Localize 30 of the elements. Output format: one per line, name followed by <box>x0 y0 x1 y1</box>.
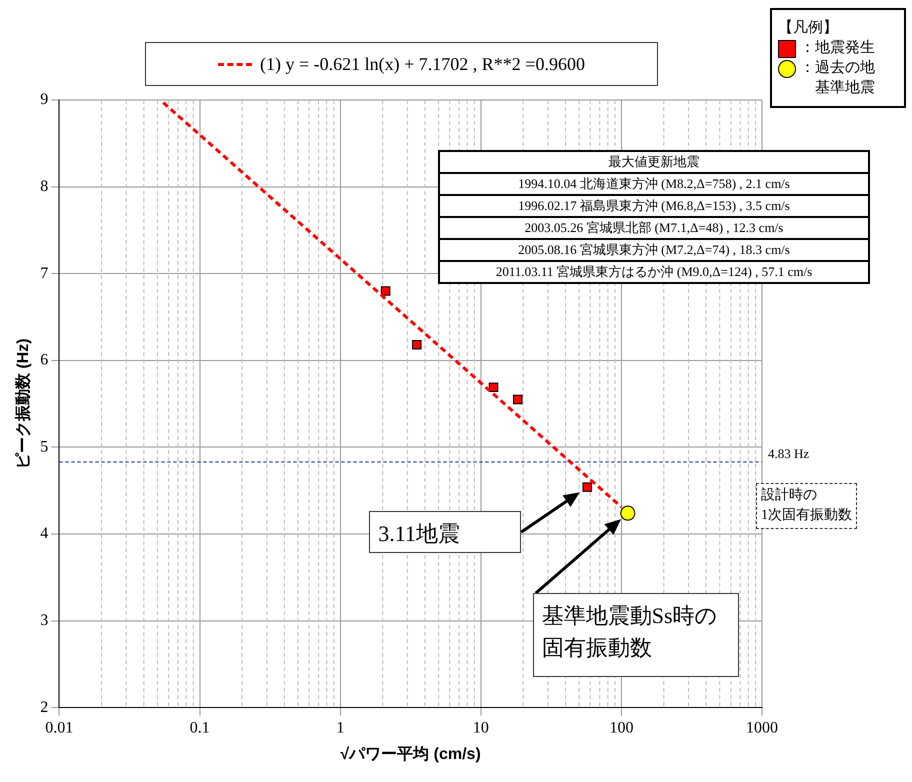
y-tick-label: 3 <box>40 612 48 630</box>
y-tick-label: 9 <box>40 91 48 108</box>
annotation: 基準地震動Ss時の固有振動数 <box>532 593 739 678</box>
y-axis-title: ピーク振動数 (Hz) <box>14 338 32 470</box>
annotation: 1996.02.17 福島県東方沖 (M6.8,Δ=153) , 3.5 cm/s <box>439 195 869 217</box>
legend-label: ：地震発生 <box>800 38 875 58</box>
y-tick-label: 8 <box>40 178 48 196</box>
annotation: 設計時の 1次固有振動数 <box>756 483 857 529</box>
annotation: 2005.08.16 宮城県東方沖 (M7.2,Δ=74) , 18.3 cm/s <box>439 239 869 261</box>
legend-label: (1) y = -0.621 ln(x) + 7.1702 , R**2 =0.9600 <box>260 54 585 74</box>
y-tick-label: 4 <box>40 525 48 542</box>
annotation: 2011.03.11 宮城県東方はるか沖 (M9.0,Δ=124) , 57.1 cm/s <box>439 261 869 283</box>
y-tick-label: 7 <box>40 264 48 282</box>
x-tick-label: 1000 <box>746 719 778 736</box>
annotation: 1994.10.04 北海道東方沖 (M8.2,Δ=758) , 2.1 cm/s <box>439 173 869 195</box>
legend-title: 【凡例】 <box>778 18 839 38</box>
annotation: 最大値更新地震 <box>439 151 869 173</box>
x-tick-label: 0.1 <box>190 719 210 736</box>
y-tick-label: 2 <box>40 698 48 716</box>
x-tick-label: 10 <box>472 719 489 736</box>
x-tick-label: 100 <box>609 719 634 736</box>
x-tick-label: 1 <box>336 719 344 736</box>
legend-label: ：過去の地基準地震 <box>800 58 875 98</box>
annotation: 2003.05.26 宮城県北部 (M7.1,Δ=48) , 12.3 cm/s <box>439 217 869 239</box>
ref-line-label: 4.83 Hz <box>768 446 810 461</box>
y-tick-label: 5 <box>40 438 48 456</box>
x-tick-label: 0.01 <box>45 719 74 736</box>
x-axis-title: √パワー平均 (cm/s) <box>340 744 481 763</box>
y-tick-label: 6 <box>40 352 48 369</box>
annotation: 3.11地震 <box>369 511 522 554</box>
